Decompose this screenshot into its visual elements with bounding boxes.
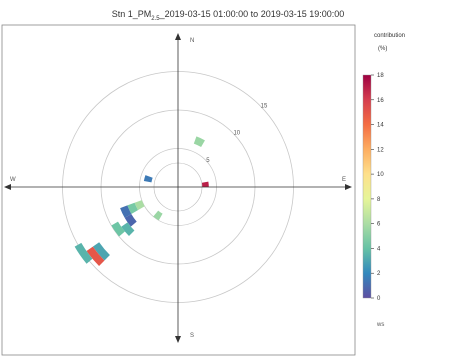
north-arrowhead bbox=[175, 33, 181, 40]
segment-4 bbox=[127, 202, 138, 214]
segment-9 bbox=[143, 175, 153, 183]
radial-labels: 5 10 15 bbox=[206, 103, 268, 163]
legend-unit: (%) bbox=[378, 46, 387, 52]
chart-title-subscript: 2.5 bbox=[151, 16, 160, 22]
legend-tick-label: 16 bbox=[377, 98, 384, 104]
legend-tick-label: 0 bbox=[377, 296, 381, 302]
segment-8 bbox=[111, 221, 125, 237]
legend-tick-label: 14 bbox=[377, 123, 384, 129]
legend-colorbar bbox=[362, 74, 372, 299]
chart-title: Stn 1_PM2.5_2019-03-15 01:00:00 to 2019-… bbox=[112, 9, 345, 22]
radial-label-10: 10 bbox=[233, 131, 240, 137]
radial-label-5: 5 bbox=[206, 158, 210, 164]
legend-ticks: 18 16 14 12 10 8 6 4 2 0 bbox=[371, 73, 384, 302]
legend-footer: ws bbox=[376, 322, 384, 328]
radial-label-15: 15 bbox=[261, 103, 268, 109]
axis-arrowheads bbox=[4, 33, 352, 343]
label-west: W bbox=[10, 177, 16, 183]
legend-tick-label: 8 bbox=[377, 197, 381, 203]
segment-7 bbox=[121, 222, 135, 237]
legend-tick-label: 12 bbox=[377, 147, 384, 153]
segment-2 bbox=[153, 210, 163, 221]
segment-6 bbox=[124, 213, 137, 227]
south-arrowhead bbox=[175, 336, 181, 343]
color-legend: contribution (%) 18 16 14 12 10 8 6 4 2 0 ws bbox=[362, 33, 405, 328]
legend-tick-label: 10 bbox=[377, 172, 384, 178]
legend-tick-label: 18 bbox=[377, 73, 384, 79]
segment-11 bbox=[86, 246, 105, 266]
west-arrowhead bbox=[4, 184, 11, 190]
compass-axes bbox=[6, 35, 350, 341]
legend-tick-label: 6 bbox=[377, 222, 381, 228]
segment-5 bbox=[120, 205, 132, 218]
label-south: S bbox=[190, 333, 194, 339]
legend-tick-label: 4 bbox=[377, 246, 381, 252]
segment-0 bbox=[193, 136, 205, 147]
label-north: N bbox=[190, 38, 194, 44]
segment-3 bbox=[134, 200, 145, 211]
east-arrowhead bbox=[345, 184, 352, 190]
legend-title: contribution bbox=[374, 33, 405, 39]
segment-12 bbox=[74, 242, 93, 264]
label-east: E bbox=[342, 177, 346, 183]
legend-tick-label: 2 bbox=[377, 271, 381, 277]
segment-10 bbox=[92, 242, 110, 261]
